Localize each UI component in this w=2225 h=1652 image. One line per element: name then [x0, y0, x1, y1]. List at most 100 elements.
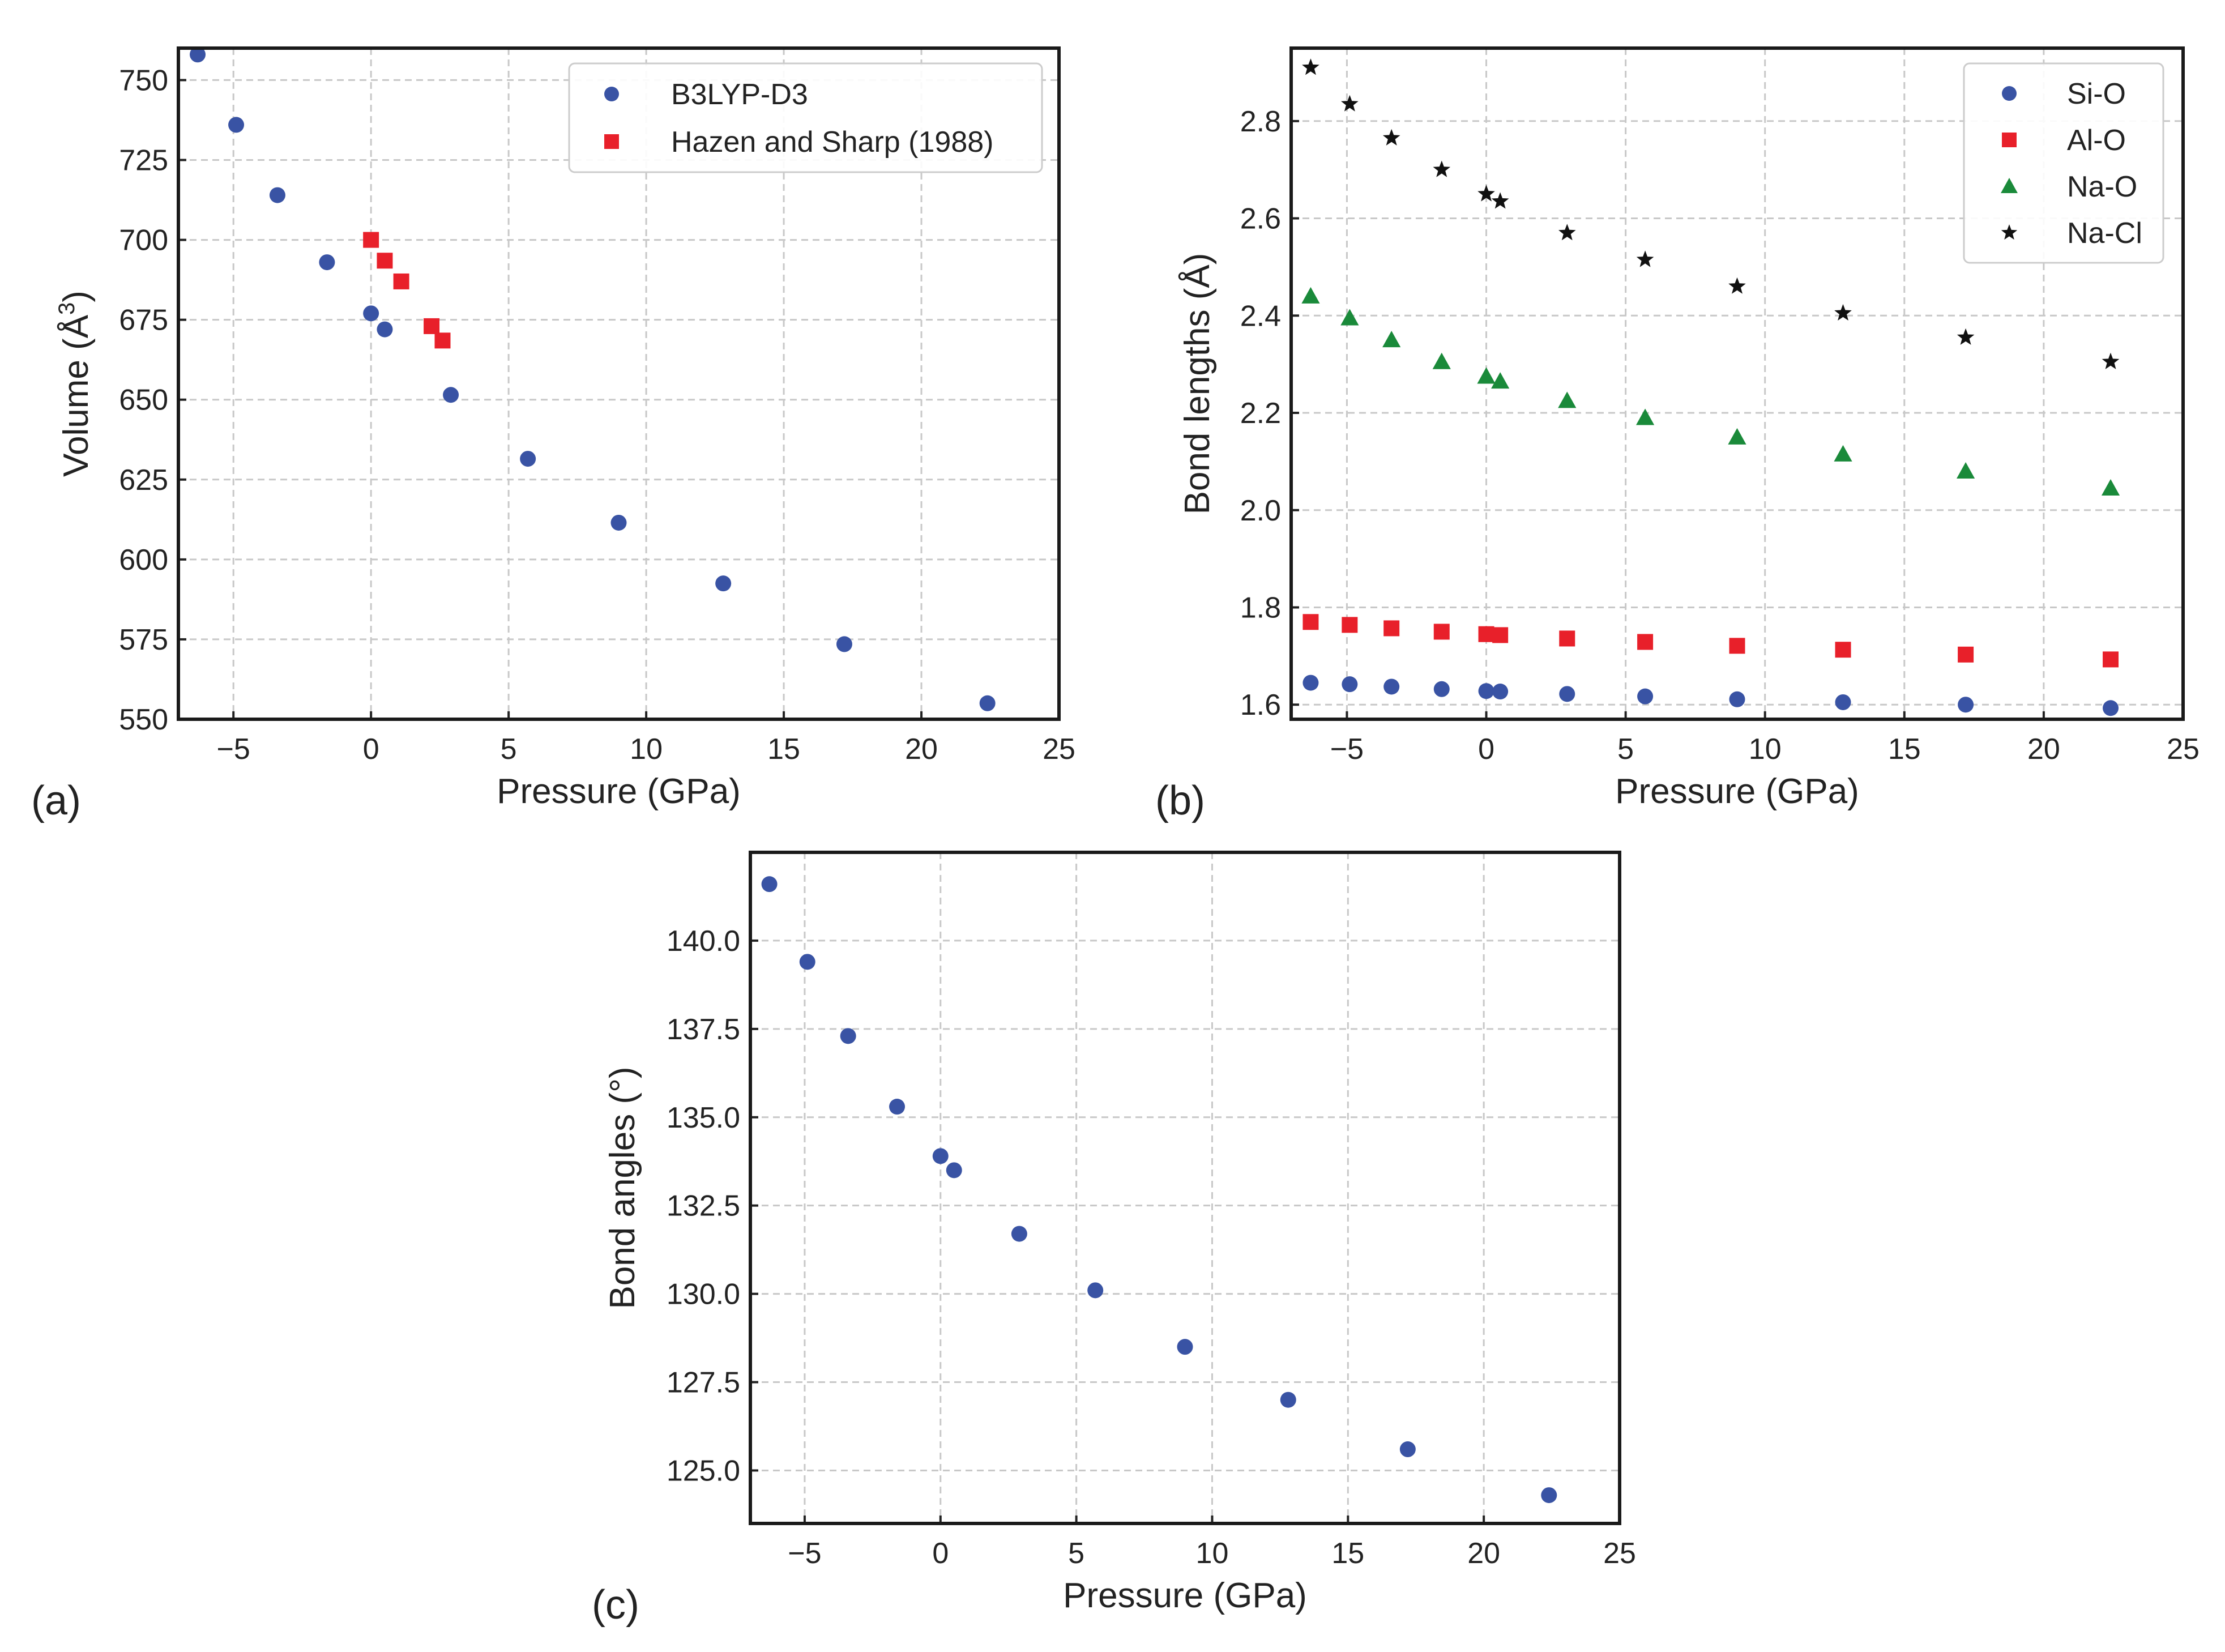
data-points	[1301, 58, 2120, 716]
y-tick-label: 1.8	[1240, 592, 1281, 625]
data-point-si-o	[1637, 688, 1654, 705]
data-point-al-o	[2103, 651, 2119, 668]
data-point-al-o	[1478, 626, 1494, 642]
data-point-hazen-and-sharp-1988-	[363, 232, 379, 248]
data-point-na-cl	[1302, 58, 1319, 75]
data-point-na-o	[1382, 331, 1401, 348]
data-point-na-o	[1491, 372, 1510, 389]
data-point-al-o	[1433, 624, 1450, 640]
y-tick-label: 550	[119, 703, 168, 736]
x-tick-label: 15	[1331, 1537, 1364, 1570]
data-point-na-o	[1301, 287, 1320, 304]
x-axis-label: Pressure (GPa)	[497, 772, 741, 811]
legend-label: Na-O	[2067, 170, 2137, 203]
y-tick-label: 125.0	[667, 1454, 740, 1487]
data-point-bond-angles	[761, 876, 778, 893]
data-point-bond-angles	[840, 1028, 856, 1044]
data-point-b3lyp-d3	[443, 387, 459, 403]
data-point-si-o	[1342, 676, 1358, 693]
legend-marker-si-o	[2002, 86, 2017, 101]
data-point-si-o	[1559, 686, 1575, 702]
data-point-na-cl	[1341, 95, 1359, 112]
y-axis-label: Bond lengths (Å)	[1178, 253, 1217, 515]
x-tick-label: 5	[1068, 1537, 1084, 1570]
data-points	[190, 48, 996, 711]
data-point-al-o	[1958, 646, 1974, 663]
x-tick-label: 15	[767, 733, 800, 766]
data-point-na-cl	[1728, 277, 1746, 294]
x-tick-label: −5	[217, 733, 250, 766]
y-tick-label: 2.4	[1240, 300, 1281, 332]
data-point-al-o	[1559, 630, 1575, 647]
x-tick-label: 10	[1749, 733, 1782, 766]
x-tick-label: 5	[1617, 733, 1634, 766]
legend-marker-na-o	[2001, 178, 2018, 193]
data-point-na-o	[1834, 445, 1852, 462]
data-point-bond-angles	[1399, 1441, 1416, 1458]
data-point-b3lyp-d3	[228, 117, 245, 133]
legend: Si-O Al-O Na-O Na-Cl	[1963, 62, 2164, 264]
y-tick-label: 130.0	[667, 1278, 740, 1311]
data-point-na-o	[1340, 309, 1359, 326]
data-point-bond-angles	[1280, 1391, 1296, 1408]
y-tick-label: 1.6	[1240, 689, 1281, 722]
x-tick-label: 25	[1043, 733, 1075, 766]
x-tick-label: 15	[1888, 733, 1921, 766]
x-tick-label: 25	[2167, 733, 2200, 766]
data-point-na-o	[1558, 391, 1577, 408]
data-point-si-o	[2103, 700, 2119, 716]
y-tick-label: 135.0	[667, 1102, 740, 1134]
y-axis-label-close: )	[57, 291, 96, 302]
data-point-b3lyp-d3	[363, 305, 379, 322]
data-point-na-cl	[1491, 192, 1509, 209]
data-point-na-o	[1432, 352, 1451, 369]
data-point-al-o	[1302, 614, 1319, 630]
x-axis-label: Pressure (GPa)	[1615, 772, 1859, 811]
data-point-bond-angles	[1087, 1282, 1104, 1299]
data-point-hazen-and-sharp-1988-	[424, 318, 440, 334]
x-tick-label: 25	[1603, 1537, 1636, 1570]
legend-label: Hazen and Sharp (1988)	[671, 126, 994, 159]
y-tick-label: 650	[119, 384, 168, 417]
legend-box	[1963, 62, 2164, 264]
plot-frame	[1289, 46, 2185, 721]
data-point-na-cl	[1558, 224, 1576, 241]
data-point-na-o	[2101, 479, 2120, 496]
data-point-na-cl	[1477, 185, 1495, 202]
data-point-b3lyp-d3	[190, 48, 206, 63]
y-tick-label: 2.0	[1240, 494, 1281, 527]
data-point-si-o	[1478, 683, 1494, 699]
data-point-na-cl	[2102, 352, 2120, 369]
data-point-bond-angles	[889, 1099, 906, 1115]
y-tick-label: 700	[119, 224, 168, 257]
y-tick-label: 137.5	[667, 1013, 740, 1046]
x-tick-label: 0	[1478, 733, 1494, 766]
data-point-na-cl	[1636, 250, 1654, 267]
data-point-hazen-and-sharp-1988-	[377, 253, 393, 269]
legend: B3LYP-D3 Hazen and Sharp (1988)	[568, 62, 1043, 173]
y-tick-label: 127.5	[667, 1367, 740, 1399]
plot-area	[750, 852, 1620, 1523]
legend-marker-b3lyp-d3	[604, 87, 619, 101]
x-tick-label: 10	[630, 733, 663, 766]
data-point-si-o	[1302, 675, 1319, 691]
data-point-al-o	[1342, 617, 1358, 633]
data-point-al-o	[1835, 642, 1851, 658]
y-axis-label: Volume (Å3)	[54, 291, 96, 477]
x-tick-label: 5	[501, 733, 517, 766]
panel-label-a: (a)	[31, 778, 81, 823]
legend-label: Si-O	[2067, 78, 2126, 110]
panel-c-chart: −5 0 5 10 15 20 25 125.0 127.5 130.0 132.5 135.0 137…	[603, 851, 1636, 1615]
data-point-b3lyp-d3	[520, 451, 536, 467]
data-point-al-o	[1729, 638, 1745, 654]
data-point-bond-angles	[946, 1162, 962, 1179]
y-axis-label-superscript: 3	[54, 302, 79, 315]
data-point-hazen-and-sharp-1988-	[434, 332, 451, 349]
data-point-si-o	[1729, 691, 1745, 707]
data-point-na-o	[1728, 428, 1746, 445]
x-tick-label: −5	[788, 1537, 821, 1570]
y-tick-label: 575	[119, 624, 168, 656]
y-tick-label: 675	[119, 304, 168, 337]
y-tick-label: 725	[119, 144, 168, 177]
